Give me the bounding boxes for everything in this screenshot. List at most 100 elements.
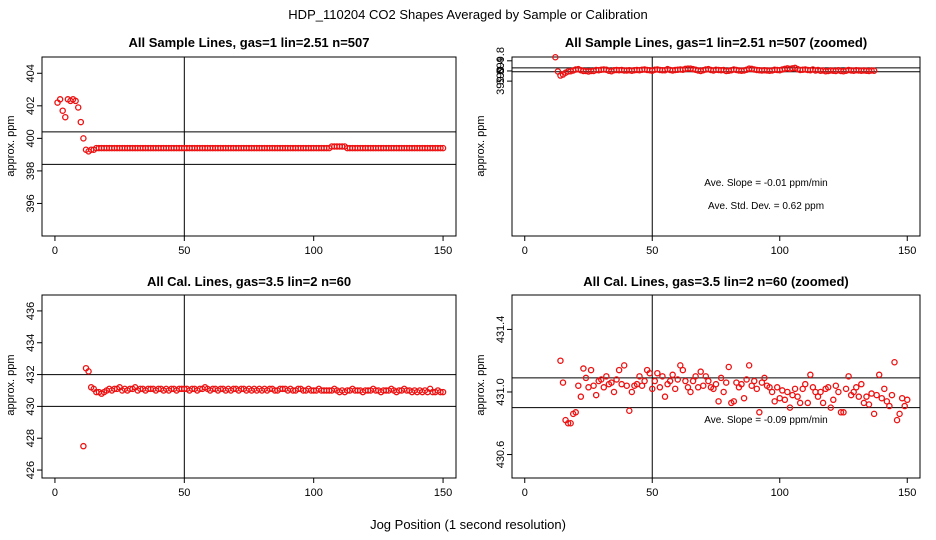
data-point <box>712 380 720 388</box>
data-point <box>896 410 903 418</box>
data-point <box>743 376 750 383</box>
data-point <box>654 369 661 377</box>
y-axis-label: approx. ppm <box>475 354 487 415</box>
data-point <box>725 363 733 371</box>
data-point <box>615 366 623 374</box>
data-point <box>766 384 773 391</box>
x-tick-label: 0 <box>522 487 528 499</box>
data-point <box>56 96 64 103</box>
data-point <box>674 376 682 383</box>
data-point <box>641 377 648 385</box>
data-point <box>85 368 92 375</box>
data-point <box>689 377 697 385</box>
data-point <box>904 396 911 404</box>
data-point <box>809 384 817 391</box>
data-point <box>791 385 799 393</box>
x-tick-label: 50 <box>178 245 190 257</box>
y-tick-label: 428 <box>25 429 37 447</box>
data-point <box>768 388 776 396</box>
data-point <box>620 362 628 369</box>
figure-suptitle: HDP_110204 CO2 Shapes Averaged by Sample… <box>288 7 647 22</box>
data-point <box>873 391 880 399</box>
data-point <box>592 391 600 399</box>
data-point <box>898 394 906 402</box>
data-point <box>679 366 687 374</box>
data-point <box>824 384 832 391</box>
data-point <box>587 366 595 374</box>
data-point <box>720 388 727 396</box>
data-point <box>807 371 814 379</box>
data-point <box>74 104 82 111</box>
data-point <box>656 384 664 391</box>
data-point <box>814 393 822 400</box>
data-point <box>580 365 587 372</box>
y-tick-label: 399.4 <box>495 57 507 85</box>
data-point <box>804 399 812 407</box>
data-point <box>687 388 694 396</box>
x-tick-label: 0 <box>52 487 58 499</box>
y-tick-label: 399.0 <box>495 67 507 95</box>
x-tick-label: 0 <box>522 245 528 257</box>
data-point <box>753 385 761 393</box>
data-point <box>891 359 898 366</box>
data-point <box>80 442 87 450</box>
data-point <box>745 362 753 369</box>
x-tick-label: 100 <box>771 487 789 499</box>
data-point <box>626 407 633 414</box>
data-point <box>705 377 712 385</box>
data-point <box>608 379 615 386</box>
data-point <box>853 384 860 391</box>
x-tick-label: 150 <box>898 487 916 499</box>
data-point <box>585 384 592 391</box>
panel-title: All Cal. Lines, gas=3.5 lin=2 n=60 (zoom… <box>583 274 849 289</box>
data-point <box>671 385 679 393</box>
panel-cal-lines-zoomed: All Cal. Lines, gas=3.5 lin=2 n=60 (zoom… <box>475 274 921 499</box>
data-point <box>819 399 827 407</box>
y-tick-label: 398 <box>25 162 37 180</box>
data-point <box>786 404 794 411</box>
data-point <box>697 368 704 375</box>
data-point <box>802 380 809 388</box>
data-point <box>842 385 850 393</box>
data-point <box>751 377 758 385</box>
plot-frame <box>511 294 921 479</box>
data-point <box>677 362 684 369</box>
data-point <box>623 382 631 389</box>
data-point <box>870 67 878 74</box>
x-tick-label: 50 <box>646 245 658 257</box>
data-point <box>62 113 69 121</box>
data-point <box>636 373 643 380</box>
data-point <box>796 399 804 407</box>
data-point <box>738 380 745 388</box>
data-point <box>564 420 572 427</box>
x-tick-label: 150 <box>434 245 452 257</box>
panel-cal-lines: All Cal. Lines, gas=3.5 lin=2 n=60 appro… <box>5 274 457 499</box>
data-point <box>694 384 702 391</box>
data-point <box>870 410 878 418</box>
data-point <box>740 394 748 402</box>
x-tick-label: 150 <box>898 245 916 257</box>
data-point <box>832 382 840 389</box>
y-tick-label: 430.6 <box>495 441 507 469</box>
data-point <box>837 409 845 416</box>
x-tick-label: 100 <box>305 245 323 257</box>
data-point <box>893 416 901 424</box>
y-axis-label: approx. ppm <box>5 115 17 176</box>
data-point <box>756 409 763 416</box>
panel-sample-lines-zoomed: All Sample Lines, gas=1 lin=2.51 n=507 (… <box>475 35 921 257</box>
data-point <box>840 409 847 416</box>
data-point <box>781 396 789 404</box>
data-point <box>860 399 868 407</box>
x-tick-label: 50 <box>178 487 190 499</box>
data-point <box>722 379 730 386</box>
y-tick-label: 431.4 <box>495 316 507 344</box>
y-tick-label: 426 <box>25 461 37 479</box>
data-point <box>773 384 781 391</box>
data-point <box>439 388 447 396</box>
data-point <box>613 376 620 383</box>
panel-title: All Sample Lines, gas=1 lin=2.51 n=507 (… <box>565 35 867 50</box>
y-tick-label: 436 <box>25 302 37 320</box>
data-point <box>557 357 564 364</box>
data-point <box>80 135 87 142</box>
